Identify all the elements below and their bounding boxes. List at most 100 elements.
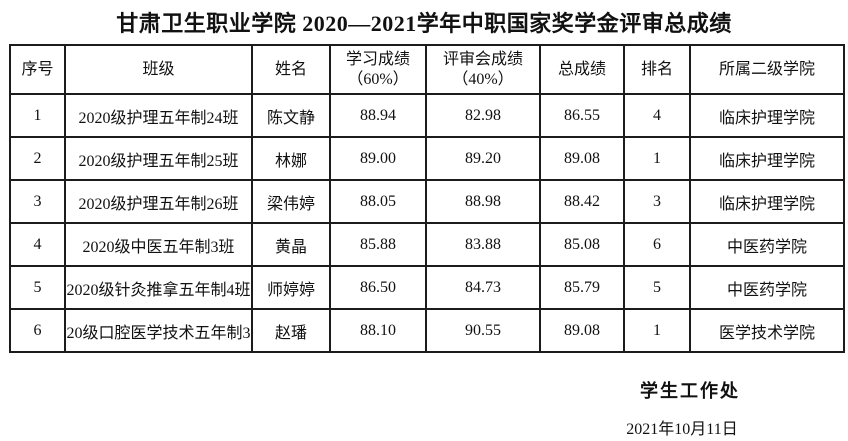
- cell-index: 5: [9, 265, 66, 310]
- cell-class: 2020级针灸推拿五年制4班: [64, 265, 253, 310]
- cell-index: 6: [9, 308, 66, 353]
- column-header: 排名: [623, 44, 691, 95]
- cell-total_score: 85.79: [539, 265, 625, 310]
- cell-text: 88.94: [360, 106, 396, 124]
- cell-text: 中医药学院: [726, 281, 807, 299]
- cell-text: 90.55: [465, 321, 501, 339]
- cell-college: 医学技术学院: [689, 308, 845, 353]
- cell-college: 中医药学院: [689, 265, 845, 310]
- cell-index: 2: [9, 136, 66, 181]
- cell-text: 1: [653, 149, 661, 167]
- cell-text: 6: [33, 321, 42, 339]
- cell-text: 83.88: [465, 235, 501, 253]
- cell-text: 2020级口腔医学技术五年制3班: [66, 324, 251, 342]
- cell-text: 85.08: [564, 235, 600, 253]
- cell-total_score: 89.08: [539, 308, 625, 353]
- cell-text: 84.73: [465, 278, 501, 296]
- cell-text: 赵璠: [274, 324, 307, 342]
- cell-text: 89.08: [564, 321, 600, 339]
- cell-class: 2020级口腔医学技术五年制3班: [64, 308, 253, 353]
- cell-rank: 1: [623, 136, 691, 181]
- cell-text: 2020级护理五年制26班: [78, 195, 239, 213]
- cell-text: 2020级护理五年制25班: [78, 152, 239, 170]
- cell-text: 3: [33, 192, 42, 210]
- cell-text: 88.42: [564, 192, 600, 210]
- cell-name: 林娜: [251, 136, 331, 181]
- cell-total_score: 85.08: [539, 222, 625, 267]
- cell-text: 86.50: [360, 278, 396, 296]
- header-row: 序号 班级 姓名 学习成绩 （60%） 评审会成绩 （40%） 总成绩 排名 所属二级学院: [9, 44, 845, 95]
- cell-total_score: 89.08: [539, 136, 625, 181]
- table-row: 3 2020级护理五年制26班 梁伟婷 88.05 88.98 88.42 3 临床护理学院: [9, 179, 845, 224]
- cell-name: 赵璠: [251, 308, 331, 353]
- cell-study_score: 88.10: [329, 308, 427, 353]
- page-title: 甘肃卫生职业学院 2020—2021学年中职国家奖学金评审总成绩: [116, 11, 732, 36]
- cell-college: 临床护理学院: [689, 136, 845, 181]
- cell-study_score: 88.94: [329, 93, 427, 138]
- cell-total_score: 88.42: [539, 179, 625, 224]
- column-header: 班级: [64, 44, 253, 95]
- cell-total_score: 86.55: [539, 93, 625, 138]
- cell-study_score: 89.00: [329, 136, 427, 181]
- footer-department: 学生工作处: [640, 381, 740, 401]
- cell-text: 2020级中医五年制3班: [82, 238, 235, 256]
- cell-text: 陈文静: [266, 109, 315, 127]
- cell-text: 82.98: [465, 106, 501, 124]
- cell-text: 88.10: [360, 321, 396, 339]
- cell-rank: 4: [623, 93, 691, 138]
- cell-college: 中医药学院: [689, 222, 845, 267]
- cell-index: 1: [9, 93, 66, 138]
- cell-text: 85.88: [360, 235, 396, 253]
- cell-review_score: 89.20: [425, 136, 541, 181]
- cell-review_score: 88.98: [425, 179, 541, 224]
- cell-index: 3: [9, 179, 66, 224]
- cell-text: 86.55: [564, 106, 600, 124]
- cell-study_score: 86.50: [329, 265, 427, 310]
- cell-review_score: 90.55: [425, 308, 541, 353]
- cell-text: 临床护理学院: [718, 195, 815, 213]
- cell-class: 2020级护理五年制24班: [64, 93, 253, 138]
- column-header: 学习成绩 （60%）: [329, 44, 427, 95]
- cell-text: 89.08: [564, 149, 600, 167]
- table-row: 4 2020级中医五年制3班 黄晶 85.88 83.88 85.08 6 中医药学院: [9, 222, 845, 267]
- cell-rank: 1: [623, 308, 691, 353]
- footer-date: 2021年10月11日: [626, 421, 738, 438]
- cell-text: 6: [653, 235, 661, 253]
- scholarship-score-table: 序号 班级 姓名 学习成绩 （60%） 评审会成绩 （40%） 总成绩 排名 所属二级学院 1…: [9, 44, 845, 353]
- cell-text: 85.79: [564, 278, 600, 296]
- cell-index: 4: [9, 222, 66, 267]
- cell-text: 1: [33, 106, 42, 124]
- table-row: 1 2020级护理五年制24班 陈文静 88.94 82.98 86.55 4 临床护理学院: [9, 93, 845, 138]
- cell-study_score: 85.88: [329, 222, 427, 267]
- cell-text: 中医药学院: [726, 238, 807, 256]
- table-row: 2 2020级护理五年制25班 林娜 89.00 89.20 89.08 1 临床护理学院: [9, 136, 845, 181]
- cell-review_score: 84.73: [425, 265, 541, 310]
- cell-review_score: 83.88: [425, 222, 541, 267]
- cell-study_score: 88.05: [329, 179, 427, 224]
- cell-text: 黄晶: [274, 238, 307, 256]
- table-body: 1 2020级护理五年制24班 陈文静 88.94 82.98 86.55 4 临床护理学院 2…: [9, 93, 845, 353]
- cell-text: 师婷婷: [266, 281, 315, 299]
- cell-text: 2020级针灸推拿五年制4班: [66, 281, 251, 299]
- cell-review_score: 82.98: [425, 93, 541, 138]
- cell-class: 2020级护理五年制26班: [64, 179, 253, 224]
- cell-college: 临床护理学院: [689, 93, 845, 138]
- cell-text: 5: [653, 278, 661, 296]
- cell-text: 88.98: [465, 192, 501, 210]
- cell-text: 2020级护理五年制24班: [78, 109, 239, 127]
- cell-name: 师婷婷: [251, 265, 331, 310]
- column-header: 所属二级学院: [689, 44, 845, 95]
- cell-text: 88.05: [360, 192, 396, 210]
- cell-text: 4: [653, 106, 661, 124]
- cell-name: 黄晶: [251, 222, 331, 267]
- cell-text: 3: [653, 192, 661, 210]
- table-row: 6 2020级口腔医学技术五年制3班 赵璠 88.10 90.55 89.08 1 医学技术学…: [9, 308, 845, 353]
- column-header: 姓名: [251, 44, 331, 95]
- column-header: 评审会成绩 （40%）: [425, 44, 541, 95]
- column-header: 序号: [9, 44, 66, 95]
- cell-name: 梁伟婷: [251, 179, 331, 224]
- table-row: 5 2020级针灸推拿五年制4班 师婷婷 86.50 84.73 85.79 5 中医药学院: [9, 265, 845, 310]
- cell-text: 4: [33, 235, 42, 253]
- cell-rank: 6: [623, 222, 691, 267]
